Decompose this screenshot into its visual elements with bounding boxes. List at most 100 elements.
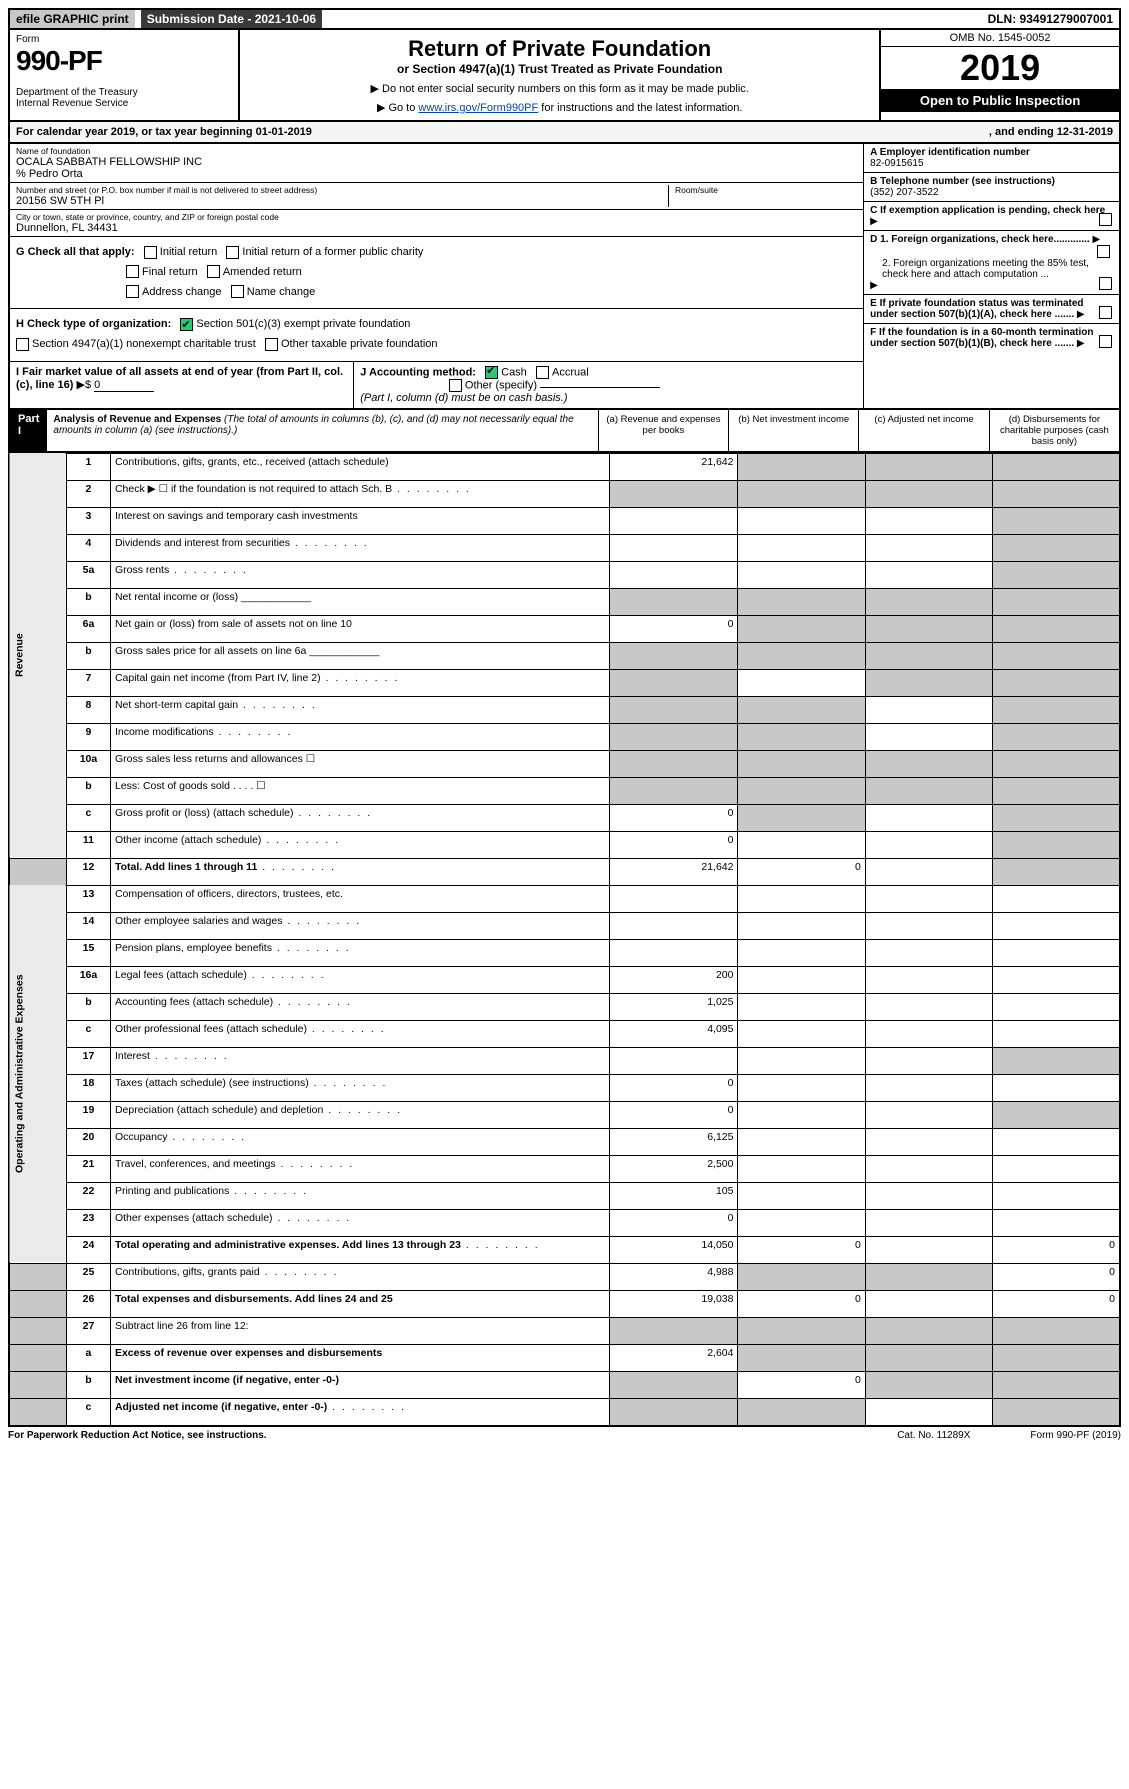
- revenue-side-label: Revenue: [9, 453, 67, 858]
- table-row: 2Check ▶ ☐ if the foundation is not requ…: [9, 480, 1120, 507]
- initial-return-former-checkbox[interactable]: [226, 246, 239, 259]
- catalog-number: Cat. No. 11289X: [897, 1430, 970, 1441]
- omb-number: OMB No. 1545-0052: [881, 30, 1119, 47]
- form-ref: Form 990-PF (2019): [1030, 1430, 1121, 1441]
- ein-value: 82-0915615: [870, 158, 923, 169]
- table-row: bNet investment income (if negative, ent…: [9, 1371, 1120, 1398]
- table-row: 7Capital gain net income (from Part IV, …: [9, 669, 1120, 696]
- submission-date: Submission Date - 2021-10-06: [141, 10, 322, 28]
- expenses-side-label: Operating and Administrative Expenses: [9, 885, 67, 1263]
- table-row: Operating and Administrative Expenses 13…: [9, 885, 1120, 912]
- table-row: 21Travel, conferences, and meetings2,500: [9, 1155, 1120, 1182]
- table-row: 19Depreciation (attach schedule) and dep…: [9, 1101, 1120, 1128]
- table-row: bNet rental income or (loss) ___________…: [9, 588, 1120, 615]
- other-method-checkbox[interactable]: [449, 379, 462, 392]
- col-b-header: (b) Net investment income: [728, 410, 858, 451]
- efile-tag: efile GRAPHIC print: [10, 10, 135, 28]
- table-row: 23Other expenses (attach schedule)0: [9, 1209, 1120, 1236]
- telephone-value: (352) 207-3522: [870, 187, 938, 198]
- section-d1: D 1. Foreign organizations, check here..…: [870, 234, 1090, 245]
- entity-section: Name of foundation OCALA SABBATH FELLOWS…: [8, 144, 1121, 410]
- table-row: 20Occupancy6,125: [9, 1128, 1120, 1155]
- table-row: bLess: Cost of goods sold . . . . ☐: [9, 777, 1120, 804]
- status-terminated-checkbox[interactable]: [1099, 306, 1112, 319]
- section-c: C If exemption application is pending, c…: [870, 205, 1105, 216]
- form-header: Form 990-PF Department of the Treasury I…: [8, 30, 1121, 122]
- table-row: cOther professional fees (attach schedul…: [9, 1020, 1120, 1047]
- room-label: Room/suite: [675, 185, 857, 195]
- table-row: 15Pension plans, employee benefits: [9, 939, 1120, 966]
- part1-tag: Part I: [10, 410, 47, 451]
- table-row: 6aNet gain or (loss) from sale of assets…: [9, 615, 1120, 642]
- table-row: aExcess of revenue over expenses and dis…: [9, 1344, 1120, 1371]
- cash-checkbox[interactable]: [485, 366, 498, 379]
- foundation-name: OCALA SABBATH FELLOWSHIP INC: [16, 156, 857, 168]
- name-change-checkbox[interactable]: [231, 285, 244, 298]
- col-a-header: (a) Revenue and expenses per books: [598, 410, 728, 451]
- other-taxable-checkbox[interactable]: [265, 338, 278, 351]
- paperwork-notice: For Paperwork Reduction Act Notice, see …: [8, 1430, 267, 1441]
- irs-link[interactable]: www.irs.gov/Form990PF: [418, 102, 538, 114]
- calendar-year-line: For calendar year 2019, or tax year begi…: [8, 122, 1121, 144]
- table-row: 27Subtract line 26 from line 12:: [9, 1317, 1120, 1344]
- part1-table: Revenue 1Contributions, gifts, grants, e…: [8, 453, 1121, 1427]
- 60-month-checkbox[interactable]: [1099, 335, 1112, 348]
- table-row: 18Taxes (attach schedule) (see instructi…: [9, 1074, 1120, 1101]
- city-label: City or town, state or province, country…: [16, 212, 857, 222]
- part1-header: Part I Analysis of Revenue and Expenses …: [8, 410, 1121, 453]
- 501c3-checkbox[interactable]: [180, 318, 193, 331]
- accrual-checkbox[interactable]: [536, 366, 549, 379]
- 4947a1-checkbox[interactable]: [16, 338, 29, 351]
- section-f: F If the foundation is in a 60-month ter…: [870, 327, 1093, 349]
- tax-year: 2019: [881, 47, 1119, 89]
- section-h-label: H Check type of organization:: [16, 318, 171, 330]
- section-g-label: G Check all that apply:: [16, 246, 135, 258]
- cash-basis-note: (Part I, column (d) must be on cash basi…: [360, 392, 567, 404]
- table-row: 10aGross sales less returns and allowanc…: [9, 750, 1120, 777]
- page-footer: For Paperwork Reduction Act Notice, see …: [8, 1430, 1121, 1441]
- table-row: 17Interest: [9, 1047, 1120, 1074]
- address-change-checkbox[interactable]: [126, 285, 139, 298]
- foreign-org-checkbox[interactable]: [1097, 245, 1110, 258]
- street-address: 20156 SW 5TH Pl: [16, 195, 662, 207]
- top-bar: efile GRAPHIC print Submission Date - 20…: [8, 8, 1121, 30]
- table-row: bGross sales price for all assets on lin…: [9, 642, 1120, 669]
- telephone-label: B Telephone number (see instructions): [870, 176, 1055, 187]
- table-row: 16aLegal fees (attach schedule)200: [9, 966, 1120, 993]
- fmv-value: 0: [94, 379, 154, 392]
- form-subtitle: or Section 4947(a)(1) Trust Treated as P…: [246, 62, 873, 76]
- section-j-label: J Accounting method:: [360, 366, 476, 378]
- part1-title: Analysis of Revenue and Expenses: [53, 414, 221, 425]
- table-row: 11Other income (attach schedule)0: [9, 831, 1120, 858]
- table-row: cGross profit or (loss) (attach schedule…: [9, 804, 1120, 831]
- final-return-checkbox[interactable]: [126, 265, 139, 278]
- table-row: 3Interest on savings and temporary cash …: [9, 507, 1120, 534]
- initial-return-checkbox[interactable]: [144, 246, 157, 259]
- address-label: Number and street (or P.O. box number if…: [16, 185, 662, 195]
- care-of: % Pedro Orta: [16, 168, 857, 180]
- table-row: bAccounting fees (attach schedule)1,025: [9, 993, 1120, 1020]
- col-d-header: (d) Disbursements for charitable purpose…: [989, 410, 1119, 451]
- name-label: Name of foundation: [16, 146, 857, 156]
- section-i-label: I Fair market value of all assets at end…: [16, 366, 343, 391]
- department: Department of the Treasury Internal Reve…: [16, 87, 232, 109]
- table-row: Revenue 1Contributions, gifts, grants, e…: [9, 453, 1120, 480]
- foreign-85pct-checkbox[interactable]: [1099, 277, 1112, 290]
- city-state-zip: Dunnellon, FL 34431: [16, 222, 857, 234]
- col-c-header: (c) Adjusted net income: [858, 410, 988, 451]
- instruction-1: ▶ Do not enter social security numbers o…: [246, 82, 873, 95]
- table-row: 14Other employee salaries and wages: [9, 912, 1120, 939]
- dln: DLN: 93491279007001: [982, 10, 1119, 28]
- table-row: 25Contributions, gifts, grants paid4,988…: [9, 1263, 1120, 1290]
- section-d2: 2. Foreign organizations meeting the 85%…: [870, 258, 1113, 280]
- section-e: E If private foundation status was termi…: [870, 298, 1083, 320]
- table-row: 9Income modifications: [9, 723, 1120, 750]
- exemption-pending-checkbox[interactable]: [1099, 213, 1112, 226]
- table-row: 12Total. Add lines 1 through 1121,6420: [9, 858, 1120, 885]
- table-row: 26Total expenses and disbursements. Add …: [9, 1290, 1120, 1317]
- open-to-public: Open to Public Inspection: [881, 89, 1119, 112]
- form-label: Form: [16, 34, 232, 45]
- ein-label: A Employer identification number: [870, 147, 1030, 158]
- amended-return-checkbox[interactable]: [207, 265, 220, 278]
- instruction-2: ▶ Go to www.irs.gov/Form990PF for instru…: [246, 101, 873, 114]
